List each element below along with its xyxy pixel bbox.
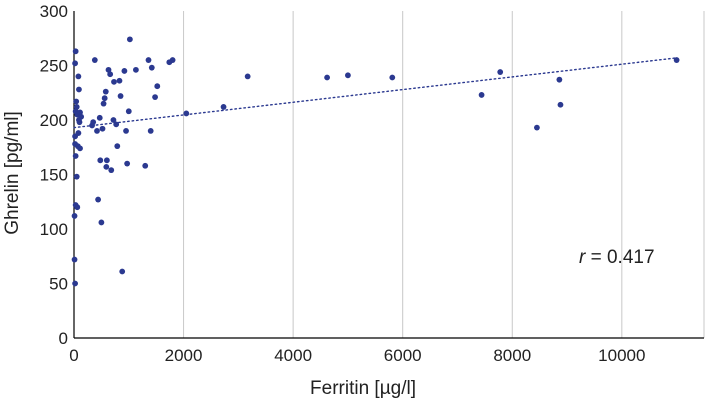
- data-point: [119, 268, 126, 275]
- y-tick-label: 150: [40, 166, 68, 185]
- data-point: [113, 121, 120, 128]
- data-point: [73, 104, 80, 110]
- data-point: [154, 83, 161, 90]
- x-tick-label: 4000: [274, 346, 312, 365]
- data-point: [75, 73, 82, 80]
- data-point: [557, 101, 564, 108]
- data-point: [94, 127, 100, 134]
- data-point: [244, 73, 251, 80]
- correlation-value: = 0.417: [585, 247, 654, 268]
- x-tick-label: 2000: [165, 346, 203, 365]
- data-point: [133, 66, 139, 73]
- data-point: [110, 117, 117, 123]
- x-tick-label: 10000: [598, 346, 645, 365]
- data-point: [101, 95, 108, 102]
- y-tick-label: 250: [40, 57, 68, 76]
- data-point: [96, 114, 103, 121]
- data-point: [103, 157, 110, 164]
- correlation-annotation: r = 0.417: [579, 247, 655, 268]
- data-point: [111, 78, 117, 85]
- data-point: [73, 98, 80, 105]
- data-point: [324, 74, 330, 81]
- y-tick-label: 50: [49, 275, 68, 294]
- data-point: [126, 36, 133, 43]
- data-point: [114, 143, 121, 150]
- y-tick-labels: 0 50 100 150 200 250 300: [40, 2, 68, 348]
- correlation-symbol: r: [579, 247, 586, 268]
- y-tick-label: 0: [59, 329, 68, 348]
- data-point: [389, 74, 396, 81]
- data-point: [117, 93, 124, 99]
- x-tick-label: 6000: [384, 346, 422, 365]
- grid-lines: [183, 11, 705, 338]
- data-point: [90, 119, 97, 126]
- trendline: [73, 57, 678, 129]
- data-point: [77, 109, 83, 116]
- data-point: [169, 57, 176, 63]
- data-point: [497, 69, 504, 75]
- data-point: [71, 213, 78, 219]
- data-point: [116, 77, 123, 84]
- data-point: [107, 71, 114, 78]
- data-point: [91, 57, 98, 63]
- x-tick-label: 8000: [493, 346, 531, 365]
- data-point: [95, 196, 102, 203]
- data-point: [124, 160, 131, 167]
- y-tick-label: 200: [40, 111, 68, 130]
- data-point: [72, 153, 79, 159]
- x-axis-title: Ferritin [µg/l]: [310, 378, 416, 399]
- data-point: [673, 57, 680, 63]
- x-tick-label: 0: [69, 346, 78, 365]
- data-point: [183, 110, 190, 117]
- data-point: [556, 76, 563, 83]
- y-tick-label: 100: [40, 220, 68, 239]
- data-point: [125, 108, 132, 115]
- data-point: [100, 100, 107, 107]
- data-point: [534, 124, 540, 131]
- data-point: [147, 127, 154, 134]
- data-points: [71, 36, 680, 287]
- data-point: [220, 104, 227, 110]
- data-point: [73, 173, 80, 180]
- data-point: [98, 219, 105, 226]
- data-point: [123, 127, 129, 134]
- data-point: [78, 113, 85, 120]
- data-point: [121, 68, 128, 74]
- data-point: [76, 119, 83, 126]
- data-point: [74, 204, 81, 211]
- data-point: [76, 86, 82, 93]
- data-point: [102, 88, 109, 95]
- data-point: [148, 64, 155, 71]
- data-point: [72, 133, 78, 140]
- x-tick-labels: 0 2000 4000 6000 8000 10000: [69, 346, 645, 365]
- data-point: [142, 162, 149, 169]
- data-point: [72, 280, 78, 287]
- data-point: [105, 66, 112, 73]
- data-point: [72, 60, 78, 67]
- data-point: [145, 57, 152, 63]
- data-point: [97, 157, 104, 164]
- data-point: [71, 256, 78, 263]
- data-point: [72, 48, 79, 55]
- data-point: [99, 125, 106, 132]
- data-point: [345, 72, 351, 79]
- data-point: [77, 145, 83, 152]
- y-axis-title: Ghrelin [pg/ml]: [2, 111, 23, 235]
- y-tick-label: 300: [40, 2, 68, 21]
- data-point: [103, 163, 110, 170]
- data-point: [108, 167, 115, 174]
- data-point: [478, 92, 485, 98]
- data-point: [152, 94, 158, 101]
